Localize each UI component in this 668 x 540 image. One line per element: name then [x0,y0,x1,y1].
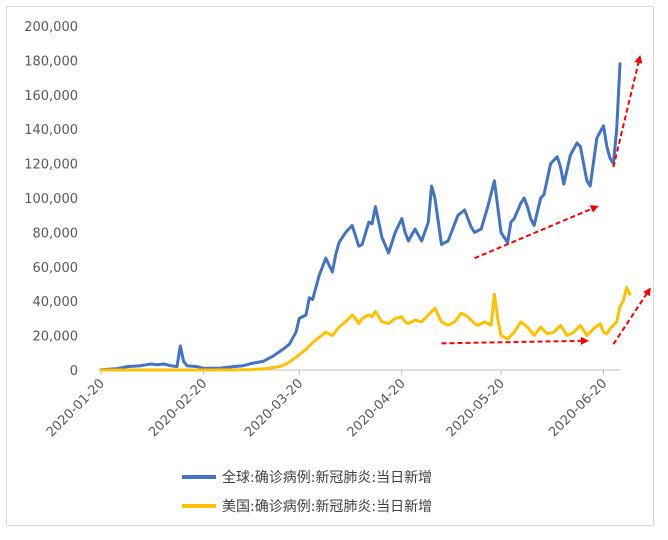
legend-label-global: 全球:确诊病例:新冠肺炎:当日新增 [222,469,432,486]
series-line-global [99,62,622,372]
y-tick-label: 120,000 [24,158,78,173]
y-axis-tick-labels: 0 20,000 40,000 60,000 80,000 100,000 120,000 1… [24,20,78,379]
trend-arrows [441,55,651,345]
x-tick-label: 2020-02-20 [146,376,210,440]
y-tick-label: 60,000 [33,261,79,276]
x-tick-label: 2020-03-20 [242,376,306,440]
trend-arrow [612,287,651,345]
y-tick-label: 140,000 [24,123,78,138]
x-axis-tick-labels: 2020-01-20 2020-02-20 2020-03-20 2020-04-20… [44,370,610,440]
trend-arrow [474,205,599,260]
y-tick-label: 100,000 [24,192,78,207]
y-tick-label: 160,000 [24,89,78,104]
x-tick-label: 2020-05-20 [444,376,508,440]
trend-arrow [612,55,643,168]
legend-label-us: 美国:确诊病例:新冠肺炎:当日新增 [222,499,432,515]
series-lines [99,62,632,372]
y-tick-label: 0 [70,364,78,379]
trend-arrow [441,336,589,345]
x-tick-label: 2020-04-20 [345,376,409,440]
y-tick-label: 20,000 [33,330,79,345]
chart-frame [6,6,654,526]
y-tick-label: 200,000 [24,20,78,35]
y-tick-label: 80,000 [33,226,79,241]
y-tick-label: 40,000 [33,295,79,310]
y-tick-label: 180,000 [24,54,78,69]
series-line-us [99,285,632,372]
x-tick-label: 2020-01-20 [44,376,108,440]
x-tick-label: 2020-06-20 [546,376,610,440]
